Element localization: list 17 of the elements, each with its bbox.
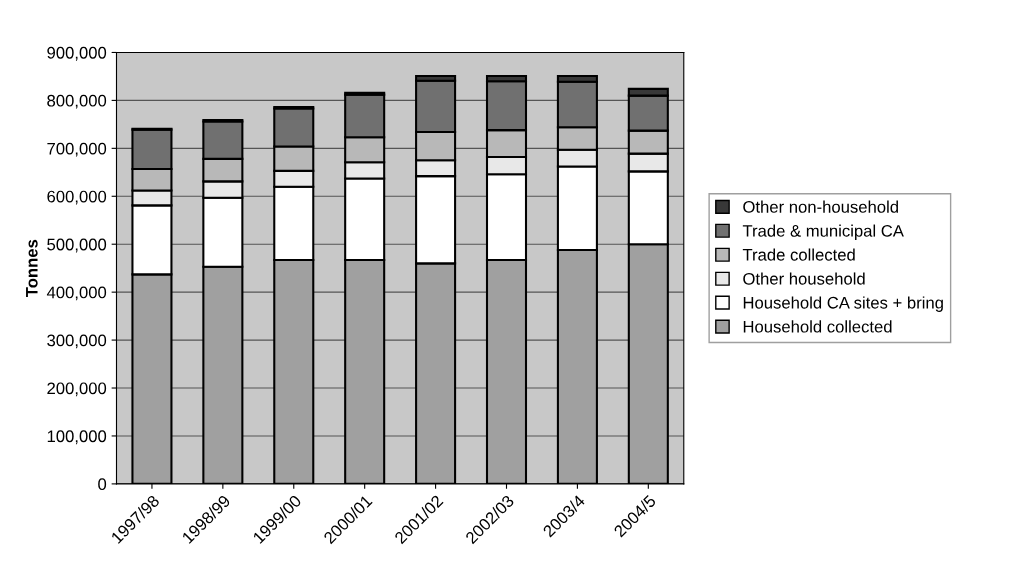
legend-label: Trade collected	[742, 248, 855, 261]
y-tick-label: 0	[98, 478, 107, 491]
legend-label: Household CA sites + bring	[743, 296, 943, 312]
legend-label: Trade & municipal CA	[742, 224, 904, 241]
y-tick-label: 300,000	[47, 334, 107, 349]
y-tick-label: 900,000	[47, 46, 107, 61]
legend-label: Other household	[743, 272, 865, 285]
y-tick-label: 600,000	[47, 190, 107, 205]
y-tick-label: 200,000	[47, 382, 107, 397]
legend-label: Household collected	[743, 320, 892, 333]
y-tick-label: 100,000	[47, 430, 107, 445]
legend-label: Other non-household	[743, 200, 898, 213]
y-tick-label: 800,000	[47, 94, 107, 109]
y-tick-label: 700,000	[47, 142, 107, 157]
y-axis-title: Tonnes	[26, 239, 38, 298]
y-tick-label: 500,000	[47, 238, 107, 253]
y-tick-label: 400,000	[46, 286, 107, 301]
